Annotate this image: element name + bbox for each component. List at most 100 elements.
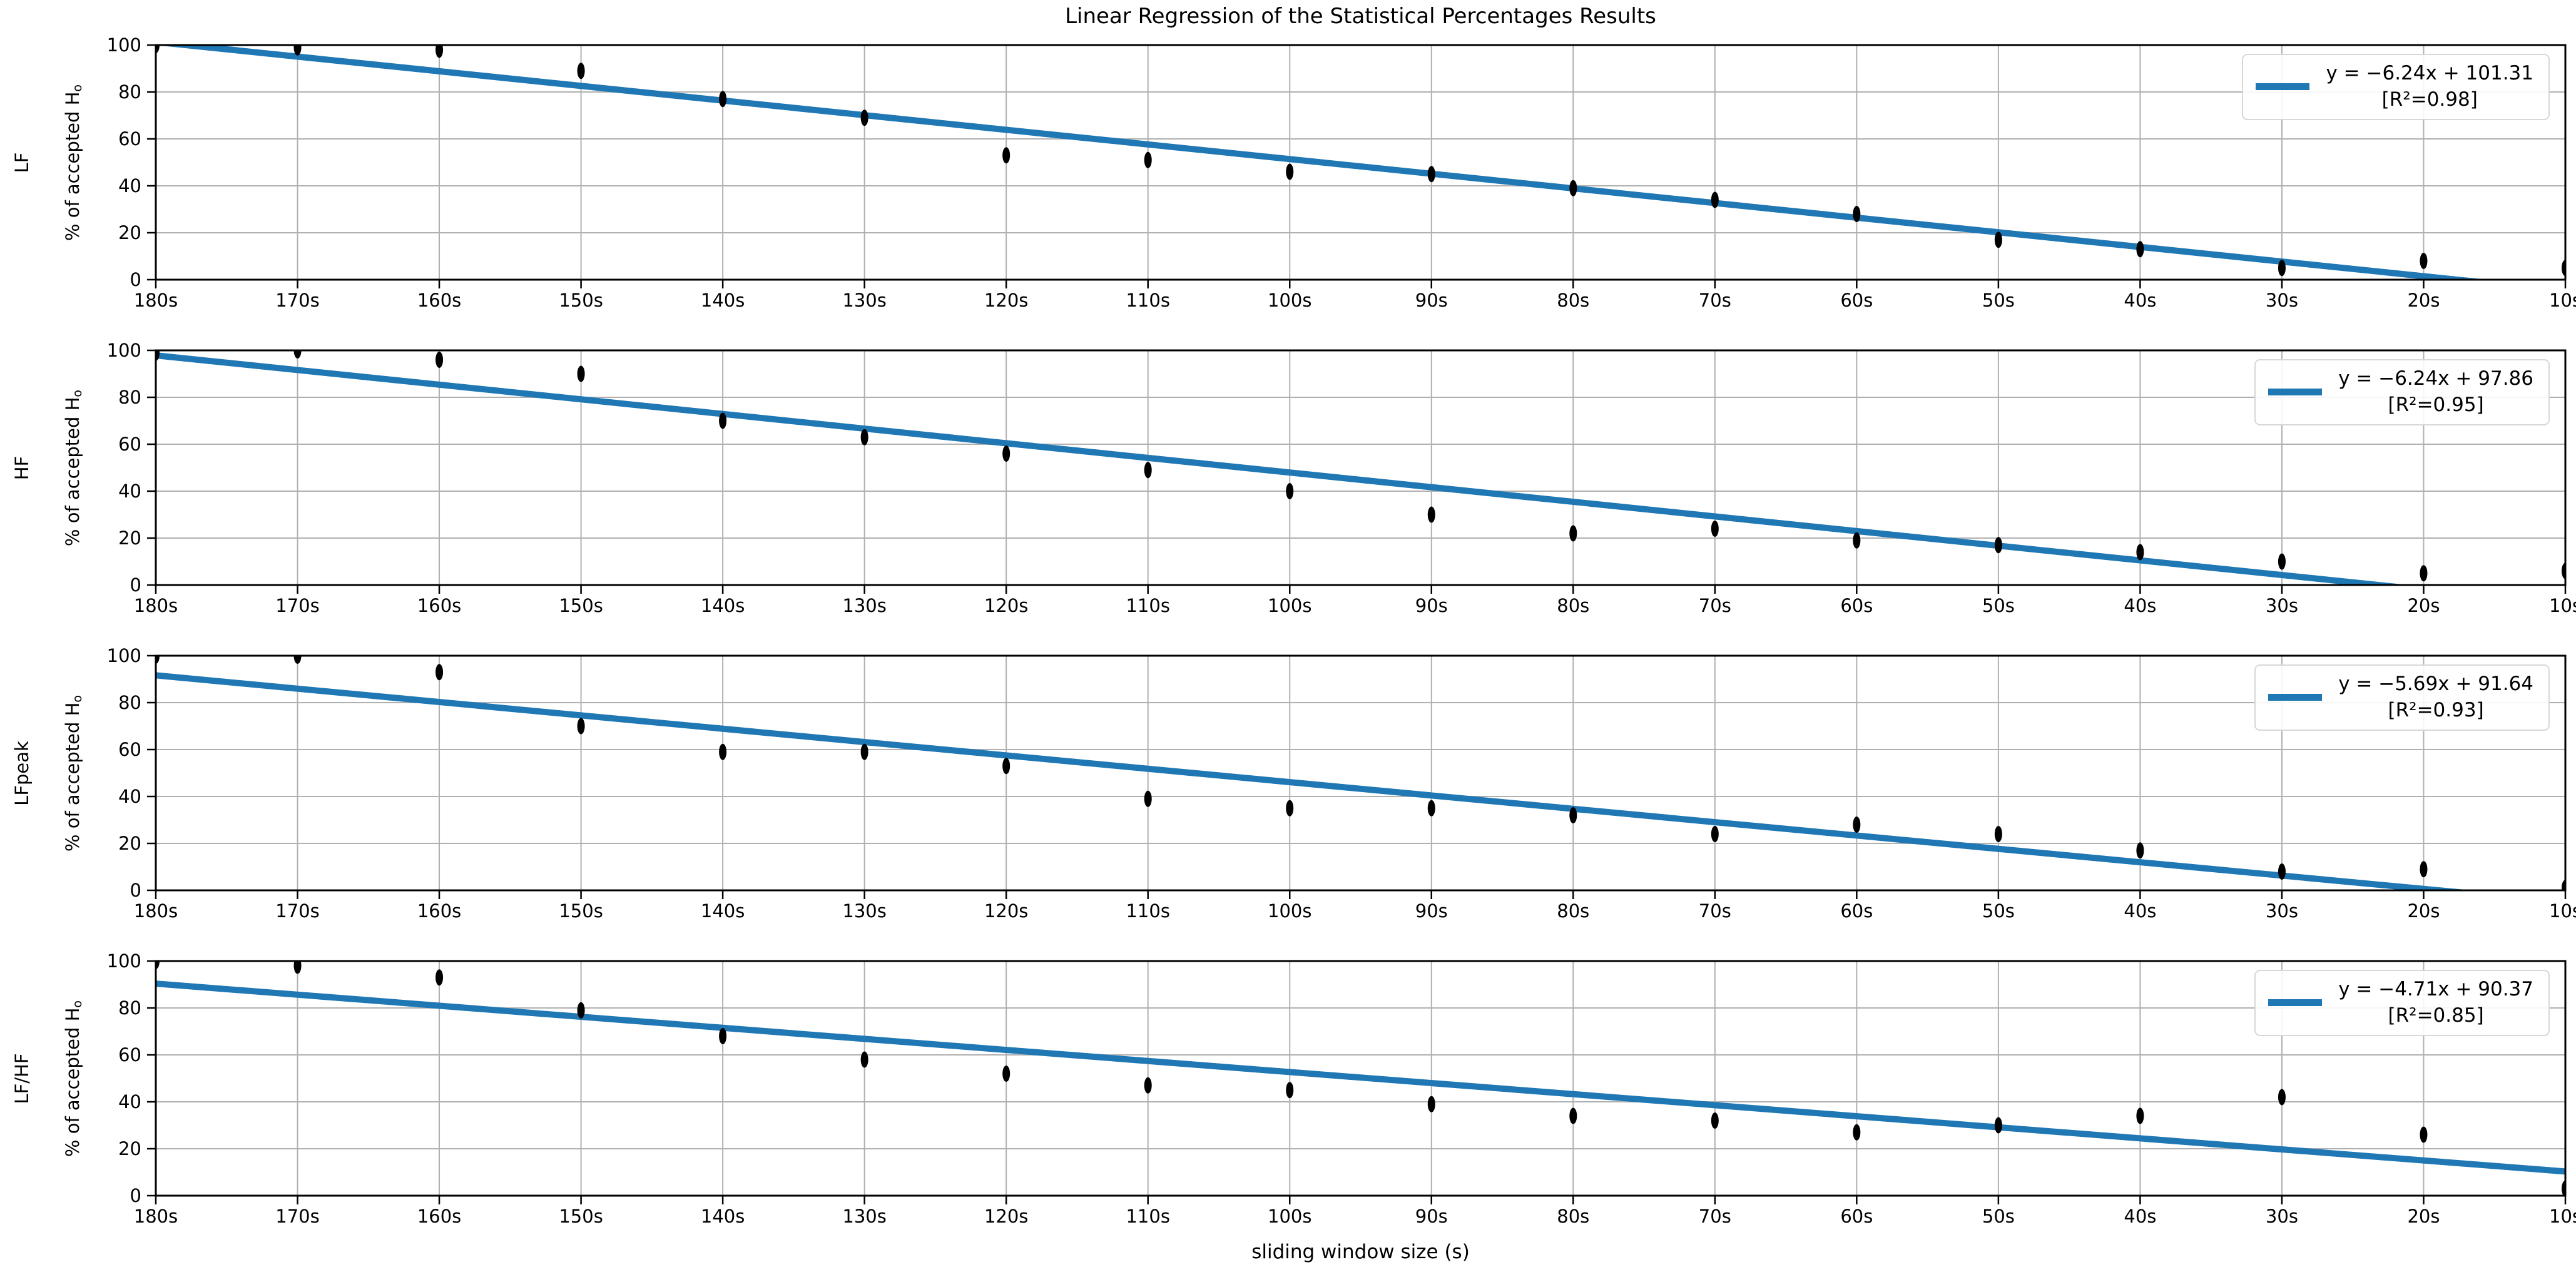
scatter-point xyxy=(577,365,585,382)
x-tick-label: 30s xyxy=(2265,1206,2298,1227)
x-tick-label: 90s xyxy=(1415,900,1448,922)
legend: y = −5.69x + 91.64 [R²=0.93] xyxy=(2254,664,2550,731)
legend-equation: y = −6.24x + 97.86 xyxy=(2338,367,2533,390)
legend-equation: y = −4.71x + 90.37 xyxy=(2338,978,2533,1000)
legend-text: y = −4.71x + 90.37 [R²=0.85] xyxy=(2338,976,2533,1029)
scatter-point xyxy=(2136,1107,2144,1124)
x-tick-label: 40s xyxy=(2124,900,2157,922)
legend: y = −4.71x + 90.37 [R²=0.85] xyxy=(2254,970,2550,1036)
x-tick-label: 160s xyxy=(417,595,462,616)
x-tick-label: 100s xyxy=(1268,1206,1312,1227)
legend: y = −6.24x + 101.31 [R²=0.98] xyxy=(2242,54,2550,120)
x-tick-label: 40s xyxy=(2124,595,2157,616)
scatter-point xyxy=(1144,462,1152,479)
x-tick-label: 170s xyxy=(275,900,320,922)
regression-line xyxy=(156,45,2488,280)
y-tick-label: 0 xyxy=(130,269,141,290)
legend-r-squared: [R²=0.93] xyxy=(2388,699,2484,721)
scatter-point xyxy=(577,63,585,79)
x-tick-label: 10s xyxy=(2548,290,2576,311)
scatter-point xyxy=(1569,1107,1577,1124)
y-tick-label: 100 xyxy=(106,950,141,972)
y-axis-label: % of accepted Ho xyxy=(62,389,84,546)
y-tick-label: 60 xyxy=(118,1044,141,1066)
plot-border xyxy=(155,349,2567,586)
scatter-point xyxy=(1569,807,1577,823)
legend-text: y = −5.69x + 91.64 [R²=0.93] xyxy=(2338,671,2533,723)
scatter-point xyxy=(1286,483,1294,499)
y-axis-label: % of accepted Ho xyxy=(62,1000,84,1156)
plot-border xyxy=(155,654,2567,892)
scatter-point xyxy=(2278,863,2286,880)
scatter-point xyxy=(1853,532,1861,549)
scatter-point xyxy=(1711,521,1719,537)
scatter-point xyxy=(293,961,302,974)
y-tick-label: 40 xyxy=(118,481,141,502)
row-label: LF xyxy=(11,152,33,173)
x-tick-label: 150s xyxy=(559,1206,603,1227)
scatter-points xyxy=(156,656,2565,890)
axis-ticks xyxy=(147,44,2567,288)
x-tick-label: 170s xyxy=(275,595,320,616)
scatter-point xyxy=(435,45,444,58)
y-tick-label: 60 xyxy=(118,128,141,150)
y-tick-label: 80 xyxy=(118,81,141,103)
scatter-point xyxy=(1427,166,1435,183)
y-tick-label: 80 xyxy=(118,692,141,713)
y-tick-label: 80 xyxy=(118,387,141,408)
scatter-point xyxy=(293,350,302,359)
legend-line-swatch xyxy=(2268,999,2323,1006)
scatter-points xyxy=(156,350,2565,582)
scatter-point xyxy=(1711,191,1719,208)
grid-lines xyxy=(155,45,2566,280)
scatter-point xyxy=(1144,790,1152,807)
x-tick-label: 20s xyxy=(2407,290,2440,311)
y-tick-label: 40 xyxy=(118,786,141,807)
x-tick-label: 10s xyxy=(2548,900,2576,922)
x-tick-label: 70s xyxy=(1698,290,1731,311)
scatter-point xyxy=(2136,842,2144,859)
axis-ticks xyxy=(147,960,2567,1204)
x-tick-label: 10s xyxy=(2548,595,2576,616)
y-axis-label-text: % of accepted H xyxy=(61,1007,83,1157)
row-label: HF xyxy=(11,455,33,480)
plot-border xyxy=(155,44,2567,281)
scatter-point xyxy=(1994,1117,2002,1134)
y-tick-label: 100 xyxy=(106,645,141,666)
axis-ticks xyxy=(147,654,2567,899)
y-tick-label: 0 xyxy=(130,880,141,901)
legend-r-squared: [R²=0.98] xyxy=(2381,88,2478,111)
legend-line-swatch xyxy=(2256,83,2310,90)
x-tick-label: 60s xyxy=(1840,595,1873,616)
scatter-point xyxy=(2420,253,2428,269)
x-tick-label: 170s xyxy=(275,1206,320,1227)
x-tick-label: 140s xyxy=(700,595,745,616)
plot-border xyxy=(155,960,2567,1197)
scatter-point xyxy=(1994,537,2002,554)
scatter-point xyxy=(2136,544,2144,561)
x-tick-label: 150s xyxy=(559,900,603,922)
scatter-point xyxy=(1286,163,1294,180)
scatter-point xyxy=(1994,826,2002,842)
x-tick-label: 120s xyxy=(984,1206,1029,1227)
subplot-lf-hf: LF/HF% of accepted Ho 0 20 40 60 80 100 180s 170… xyxy=(0,951,2576,1234)
x-tick-label: 50s xyxy=(1982,595,2015,616)
x-tick-label: 110s xyxy=(1126,595,1170,616)
scatter-point xyxy=(2278,260,2286,277)
x-tick-label: 80s xyxy=(1557,900,1590,922)
grid-lines xyxy=(155,656,2566,890)
x-tick-label: 80s xyxy=(1557,290,1590,311)
y-tick-label: 40 xyxy=(118,175,141,196)
scatter-point xyxy=(1853,817,1861,833)
axis-ticks xyxy=(147,349,2567,594)
x-tick-label: 120s xyxy=(984,595,1029,616)
scatter-point xyxy=(1144,1077,1152,1094)
x-tick-label: 130s xyxy=(842,1206,887,1227)
legend-equation: y = −5.69x + 91.64 xyxy=(2338,673,2533,695)
x-tick-label: 20s xyxy=(2407,595,2440,616)
x-tick-label: 170s xyxy=(275,290,320,311)
x-tick-label: 140s xyxy=(700,900,745,922)
x-tick-label: 100s xyxy=(1268,900,1312,922)
y-tick-label: 0 xyxy=(130,1185,141,1206)
